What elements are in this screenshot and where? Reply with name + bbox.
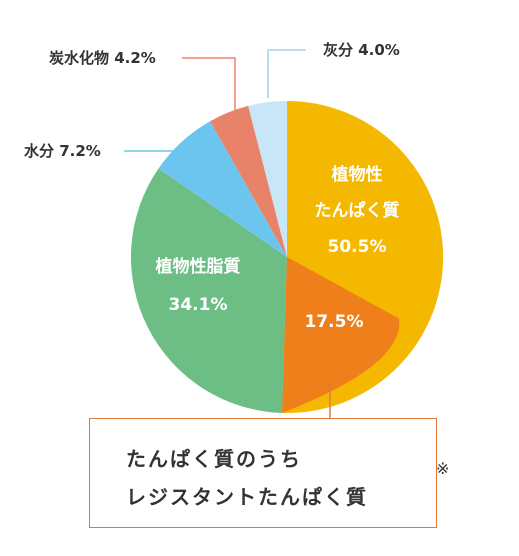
pie-sub-slice-resistant-protein <box>282 257 400 413</box>
sub-slice-label: 17.5% <box>305 312 364 332</box>
leader-ash <box>267 49 306 98</box>
pie-slice-4 <box>248 101 287 257</box>
pie-slice-1 <box>131 168 287 413</box>
pie-slice-2 <box>158 121 287 257</box>
slice-label-protein-line-0: 植物性 <box>332 164 383 185</box>
slice-label-fat-line-1: 34.1% <box>169 295 228 315</box>
callout-line-2: レジスタントたんぱく質 <box>126 485 368 509</box>
pie-slice-3 <box>210 105 287 258</box>
leader-carb <box>182 57 236 110</box>
slice-label-protein-line-1: たんぱく質 <box>315 200 400 221</box>
note-mark: ※ <box>436 459 450 478</box>
resistant-protein-callout: たんぱく質のうち レジスタントたんぱく質 ※ <box>89 418 449 528</box>
slice-label-ash: 灰分 4.0% <box>323 41 400 59</box>
slice-label-protein-line-2: 50.5% <box>328 237 387 257</box>
slice-label-carb: 炭水化物 4.2% <box>49 49 156 67</box>
callout-line-1: たんぱく質のうち <box>126 447 302 471</box>
slice-label-fat-line-0: 植物性脂質 <box>156 256 241 277</box>
slice-label-water: 水分 7.2% <box>24 142 101 160</box>
